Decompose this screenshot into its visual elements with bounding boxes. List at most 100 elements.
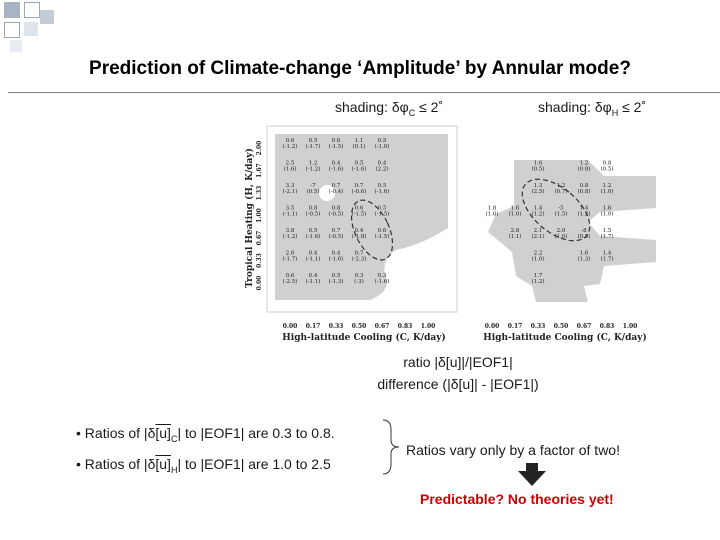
left-cell-value: 0.5 [378, 138, 387, 144]
left-cell-value: 0.4 [309, 251, 318, 257]
left-cell-difference: (1.6) [283, 166, 296, 173]
left-cell-value: 0.4 [378, 161, 387, 167]
left-cell-value: 0.7 [355, 251, 364, 257]
ratio-label: ratio |δ[u]|/|EOF1| [403, 354, 513, 370]
left-cell-value: 0.5 [309, 138, 318, 144]
right-cell-value: 1.8 [488, 206, 497, 212]
left-ytick-label: 0.33 [256, 253, 263, 268]
left-cell-difference: (-0.5) [329, 211, 344, 218]
right-cell-value: 1.4 [603, 251, 612, 257]
left-cell-difference: (0.1) [352, 143, 365, 150]
left-ytick-label: 1.00 [256, 208, 263, 223]
left-cell-difference: (-0.5) [306, 211, 321, 218]
left-cell-value: 0.5 [378, 206, 387, 212]
title-divider [8, 92, 720, 93]
left-ylabel: Tropical Heating (H, K/day) [244, 148, 255, 288]
summary-text: Ratios vary only by a factor of two! [406, 442, 620, 458]
left-cell-difference: (-1.6) [329, 166, 344, 173]
right-cell-difference: (1.7) [600, 256, 613, 263]
bullet-ratio-h: • Ratios of |δ[u]H| to |EOF1| are 1.0 to… [76, 456, 331, 475]
right-cell-value: 2.8 [511, 228, 520, 234]
right-cell-difference: (0.8) [577, 188, 590, 195]
left-cell-difference: (-1.7) [306, 143, 321, 150]
left-cell-difference: (-0.4) [329, 188, 344, 195]
right-cell-value: 1.4 [534, 206, 543, 212]
left-cell-difference: (-1.6) [375, 188, 390, 195]
right-xtick-label: 0.50 [554, 323, 569, 330]
left-cell-difference: (-1.6) [352, 166, 367, 173]
right-cell-difference: (1.0) [508, 211, 521, 218]
shading-label-right: shading: δφH ≤ 2˚ [538, 99, 647, 118]
right-cell-difference: (0.5) [600, 166, 613, 173]
left-cell-difference: (-3) [354, 278, 364, 285]
left-panel: Tropical Heating (H, K/day) High-latitud… [244, 125, 458, 343]
left-cell-difference: (-0.5) [329, 233, 344, 240]
right-panel-shading [488, 160, 656, 302]
left-panel-shading [275, 134, 448, 300]
left-ytick-label: 2.00 [256, 141, 263, 156]
left-cell-value: 0.6 [332, 138, 341, 144]
right-cell-difference: (0.8) [577, 166, 590, 173]
right-cell-difference: (0.7) [554, 188, 567, 195]
left-cell-value: 0.7 [332, 228, 341, 234]
right-xtick-label: 0.00 [485, 323, 500, 330]
left-xtick-label: 0.17 [306, 323, 321, 330]
difference-label: difference (|δ[u]| - |EOF1|) [377, 376, 539, 392]
left-xtick-label: 0.67 [375, 323, 390, 330]
left-cell-value: 0.6 [378, 228, 387, 234]
left-cell-difference: (-1.2) [283, 143, 298, 150]
left-xtick-label: 0.33 [329, 323, 344, 330]
right-cell-value: -5 [558, 206, 564, 212]
right-cell-value: 1.3 [534, 183, 543, 189]
left-cell-value: 0.5 [309, 228, 318, 234]
right-cell-value: 1.6 [603, 206, 612, 212]
right-cell-value: 1.2 [557, 183, 566, 189]
left-ytick-label: 1.33 [256, 186, 263, 201]
decorative-square-2 [24, 2, 40, 18]
right-cell-value: 1.2 [603, 183, 612, 189]
decorative-square-6 [10, 40, 22, 52]
right-cell-value: 1.5 [603, 228, 612, 234]
left-cell-difference: (2.2) [375, 166, 388, 173]
left-ytick-label: 0.67 [256, 231, 263, 246]
left-cell-difference: (-2.1) [283, 188, 298, 195]
left-cell-difference: (-1.1) [283, 211, 298, 218]
left-cell-value: 0.5 [378, 183, 387, 189]
right-xtick-label: 0.67 [577, 323, 592, 330]
right-brace [382, 419, 400, 475]
right-cell-difference: (1.2) [531, 278, 544, 285]
left-ytick-label: 1.67 [256, 163, 263, 178]
left-ytick-label: 0.00 [256, 276, 263, 291]
right-cell-difference: (2.5) [531, 188, 544, 195]
right-xtick-label: 1.00 [623, 323, 638, 330]
left-cell-difference: (-1.2) [283, 233, 298, 240]
left-cell-value: 2.5 [286, 161, 295, 167]
left-cell-difference: (-1.6) [329, 256, 344, 263]
decorative-square-5 [24, 22, 38, 36]
right-cell-value: 1.6 [511, 206, 520, 212]
right-cell-difference: (1.6) [485, 211, 498, 218]
right-cell-difference: (2.1) [531, 233, 544, 240]
right-cell-difference: (1.1) [508, 233, 521, 240]
shading-label-left: shading: δφC ≤ 2˚ [335, 99, 444, 118]
right-cell-difference: (1.0) [600, 188, 613, 195]
left-xtick-label: 0.50 [352, 323, 367, 330]
right-xtick-label: 0.17 [508, 323, 523, 330]
right-cell-difference: (1.0) [554, 233, 567, 240]
left-cell-value: 0.6 [286, 138, 295, 144]
right-cell-value: -8 [581, 228, 587, 234]
right-cell-value: 2.2 [534, 251, 543, 257]
right-panel: High-latitude Cooling (C, K/day) 0.00 0.1… [483, 160, 656, 343]
left-cell-value: 0.7 [332, 183, 341, 189]
right-cell-difference: (0.5) [531, 166, 544, 173]
decorative-square-1 [4, 2, 20, 18]
left-cell-value: 0.7 [355, 183, 364, 189]
left-cell-value: 0.6 [355, 206, 364, 212]
left-cell-difference: (-1.5) [352, 211, 367, 218]
left-cell-difference: (-1.0) [375, 143, 390, 150]
right-cell-value: 1.4 [580, 206, 589, 212]
left-cell-value: -7 [310, 183, 316, 189]
bullet-ratio-c: • Ratios of |δ[u]C| to |EOF1| are 0.3 to… [76, 425, 335, 444]
left-cell-value: 2.6 [286, 251, 295, 257]
left-cell-difference: (-0.6) [352, 188, 367, 195]
